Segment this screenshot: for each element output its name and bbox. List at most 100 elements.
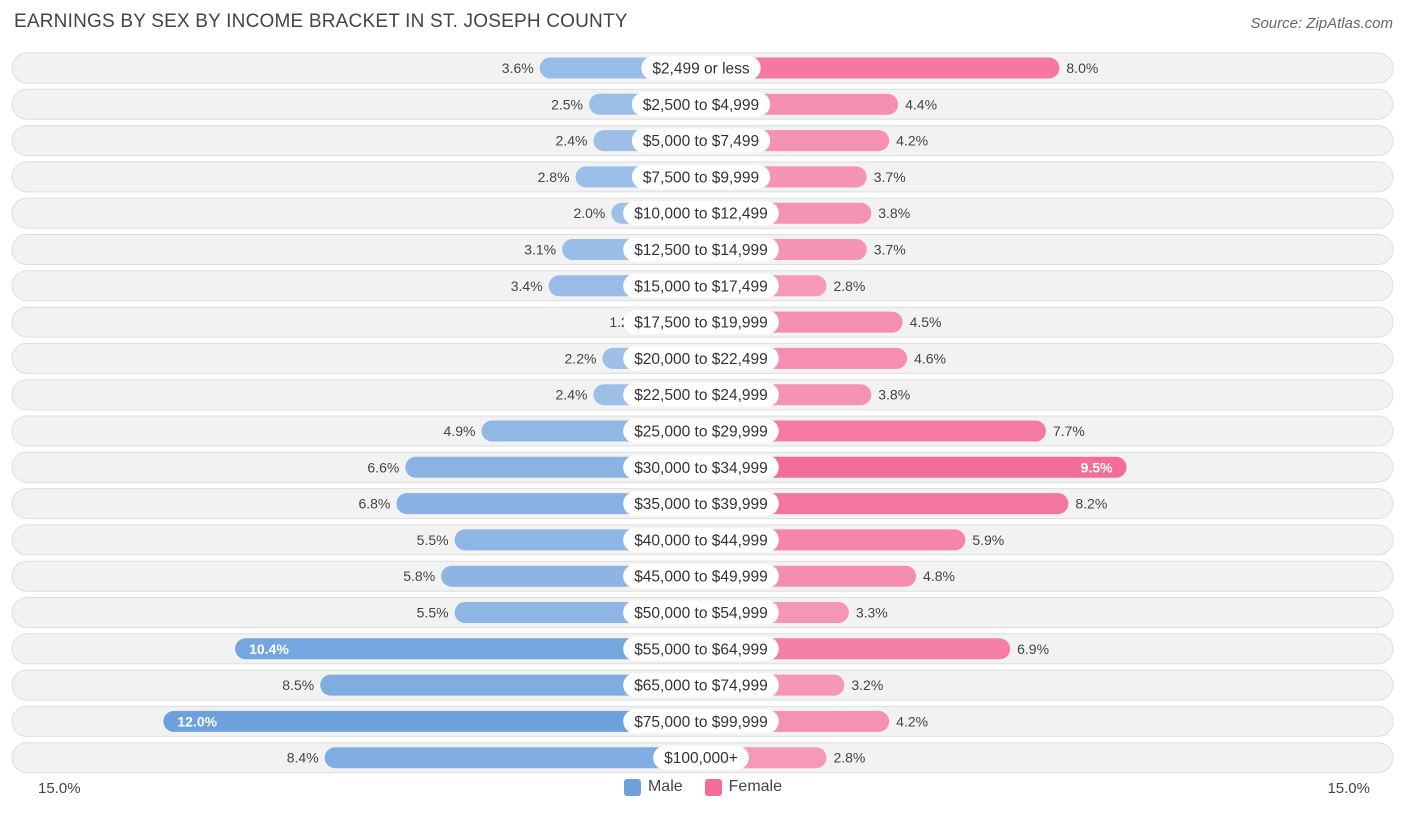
category-label-background [623, 419, 779, 443]
male-value-label: 8.4% [287, 750, 319, 766]
category-label: $25,000 to $29,999 [634, 424, 768, 441]
chart-row: 3.4% 2.8% $15,000 to $17,499 [11, 270, 1394, 302]
category-label-background [623, 709, 779, 734]
chart-row: 2.4% 4.2% $5,000 to $7,499 [11, 125, 1394, 157]
female-value-label: 5.9% [972, 532, 1004, 548]
male-value-label: 3.1% [524, 242, 556, 258]
male-value-label: 2.0% [573, 205, 605, 221]
chart-title: EARNINGS BY SEX BY INCOME BRACKET IN ST.… [14, 11, 628, 32]
category-label: $75,000 to $99,999 [634, 714, 768, 731]
category-label: $45,000 to $49,999 [634, 569, 768, 586]
male-value-label: 8.5% [282, 677, 314, 693]
male-value-label: 5.5% [417, 605, 449, 621]
female-bar [701, 420, 1046, 442]
female-value-label: 4.4% [905, 96, 937, 112]
female-value-label: 9.5% [1081, 459, 1113, 475]
female-value-label: 7.7% [1053, 423, 1085, 439]
category-label: $22,500 to $24,999 [634, 387, 768, 404]
category-label-background [623, 636, 779, 661]
male-bar [163, 710, 701, 732]
female-bar [701, 456, 1127, 478]
bar-chart: 3.6% 8.0% $2,499 or less 2.5% 4.4% $2,500 to … [11, 52, 1394, 774]
category-label: $100,000+ [664, 750, 738, 767]
female-value-label: 2.8% [833, 278, 865, 294]
chart-row: 6.6% 9.5% $30,000 to $34,999 [11, 451, 1394, 483]
female-value-label: 8.0% [1066, 60, 1098, 76]
category-label: $5,000 to $7,499 [643, 133, 759, 150]
male-value-label: 12.0% [177, 713, 217, 729]
chart-row: 2.8% 3.7% $7,500 to $9,999 [11, 161, 1394, 193]
category-label-background [631, 128, 771, 153]
chart-row: 2.4% 3.8% $22,500 to $24,999 [11, 379, 1394, 411]
category-label: $20,000 to $22,499 [634, 351, 768, 368]
male-value-label: 2.4% [556, 133, 588, 149]
legend-label-female: Female [728, 778, 783, 795]
female-value-label: 8.2% [1075, 496, 1107, 512]
category-label-background [623, 273, 779, 298]
male-value-label: 6.8% [358, 496, 390, 512]
chart-row: 10.4% 6.9% $55,000 to $64,999 [11, 633, 1394, 665]
category-label-background [623, 527, 779, 552]
chart-row: 12.0% 4.2% $75,000 to $99,999 [11, 705, 1394, 737]
axis-label-left: 15.0% [38, 780, 81, 797]
legend-swatch-male [623, 778, 641, 796]
category-label-background [623, 237, 779, 262]
male-bar [320, 674, 701, 696]
female-value-label: 3.8% [878, 387, 910, 403]
category-label: $35,000 to $39,999 [634, 496, 768, 513]
category-label-background [623, 310, 779, 335]
female-bar [701, 57, 1060, 79]
category-label-background [623, 491, 779, 516]
chart-row: 3.6% 8.0% $2,499 or less [11, 52, 1394, 84]
chart-row: 2.2% 4.6% $20,000 to $22,499 [11, 342, 1394, 374]
category-label: $2,499 or less [652, 61, 750, 78]
chart-row: 5.5% 5.9% $40,000 to $44,999 [11, 524, 1394, 556]
category-label-background [653, 745, 749, 770]
category-label-background [623, 346, 779, 371]
chart-row: 6.8% 8.2% $35,000 to $39,999 [11, 488, 1394, 520]
male-value-label: 4.9% [444, 423, 476, 439]
category-label-background [623, 673, 779, 698]
female-value-label: 3.8% [878, 205, 910, 221]
chart-row: 3.1% 3.7% $12,500 to $14,999 [11, 234, 1394, 265]
axis-label-right: 15.0% [1327, 780, 1370, 797]
legend-swatch-female [704, 778, 722, 796]
female-value-label: 4.2% [896, 133, 928, 149]
legend-item-female: Female [704, 778, 783, 796]
female-value-label: 2.8% [833, 750, 865, 766]
category-label-background [623, 600, 779, 625]
category-label: $55,000 to $64,999 [634, 641, 768, 658]
category-label-background [623, 382, 779, 407]
male-value-label: 5.5% [417, 532, 449, 548]
chart-row: 5.5% 3.3% $50,000 to $54,999 [11, 597, 1394, 628]
male-value-label: 10.4% [249, 641, 289, 657]
female-value-label: 6.9% [1017, 641, 1049, 657]
male-value-label: 3.4% [511, 278, 543, 294]
chart-row: 8.5% 3.2% $65,000 to $74,999 [11, 669, 1394, 701]
category-label: $10,000 to $12,499 [634, 206, 768, 223]
category-label-background [623, 455, 779, 480]
female-value-label: 3.7% [874, 242, 906, 258]
category-label: $17,500 to $19,999 [634, 315, 768, 332]
female-value-label: 4.2% [896, 713, 928, 729]
chart-row: 1.2%4.5%$17,500 to $19,999 [11, 306, 1394, 338]
male-bar [235, 638, 701, 660]
female-value-label: 3.7% [874, 169, 906, 185]
category-label-background [641, 56, 761, 80]
chart-row: 4.9% 7.7% $25,000 to $29,999 [11, 415, 1394, 447]
male-value-label: 2.5% [551, 96, 583, 112]
chart-row: 2.5% 4.4% $2,500 to $4,999 [11, 88, 1394, 120]
female-value-label: 4.8% [923, 568, 955, 584]
legend: Male Female [0, 778, 1406, 796]
male-value-label: 6.6% [367, 459, 399, 475]
category-label: $40,000 to $44,999 [634, 532, 768, 549]
male-bar [324, 747, 701, 769]
female-value-label: 3.2% [851, 677, 883, 693]
legend-label-male: Male [647, 778, 683, 795]
chart-row: 2.0% 3.8% $10,000 to $12,499 [11, 197, 1394, 229]
female-bar [701, 493, 1069, 515]
legend-item-male: Male [623, 778, 683, 796]
female-bar [701, 638, 1011, 660]
category-label-background [631, 164, 771, 189]
category-label: $65,000 to $74,999 [634, 678, 768, 695]
